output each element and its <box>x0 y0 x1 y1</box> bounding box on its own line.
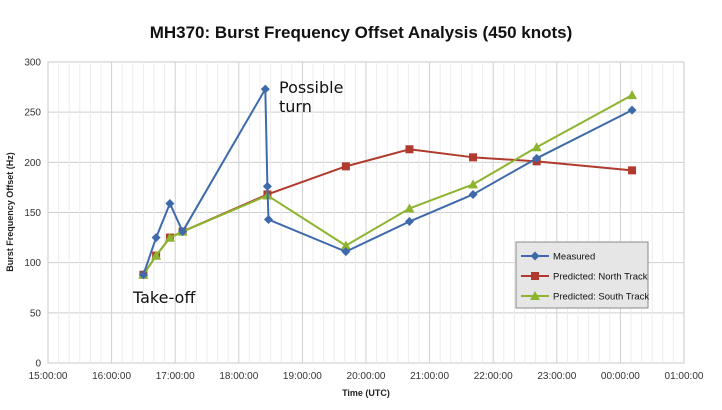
data-point <box>405 145 414 154</box>
series-measured <box>138 84 637 280</box>
data-point <box>404 217 414 227</box>
y-tick-label: 0 <box>35 359 41 370</box>
data-point <box>468 189 478 199</box>
data-point <box>341 162 350 171</box>
data-point <box>340 240 351 250</box>
x-tick-label: 15:00:00 <box>29 371 68 382</box>
x-tick-label: 21:00:00 <box>410 371 449 382</box>
y-tick-label: 250 <box>24 108 41 119</box>
data-point <box>628 166 637 175</box>
data-point <box>151 233 161 243</box>
legend: Measured Predicted: North Track Predicted:… <box>515 241 649 309</box>
x-tick-label: 20:00:00 <box>347 371 386 382</box>
data-point <box>138 270 148 280</box>
data-point <box>151 250 162 260</box>
annotation-take-off: Take-off <box>132 288 196 307</box>
data-point <box>263 215 273 225</box>
data-point <box>341 247 351 257</box>
x-tick-label: 16:00:00 <box>92 371 131 382</box>
x-tick-label: 18:00:00 <box>219 371 258 382</box>
y-tick-label: 100 <box>24 258 41 269</box>
data-point <box>531 142 542 152</box>
legend-marker <box>531 272 539 280</box>
x-axis-ticks: 15:00:00 16:00:00 17:00:00 18:00:00 19:00:00… <box>29 371 704 382</box>
y-tick-label: 200 <box>24 158 41 169</box>
x-tick-label: 01:00:00 <box>665 371 704 382</box>
x-tick-label: 23:00:00 <box>537 371 576 382</box>
y-axis-label: Burst Frequency Offset (Hz) <box>5 152 15 272</box>
grid <box>48 62 684 363</box>
data-point <box>404 203 415 213</box>
legend-marker <box>530 251 540 261</box>
annotation-possible-turn-line-1: Possible <box>279 78 343 97</box>
y-axis-ticks: 0 50 100 150 200 250 300 <box>24 58 41 370</box>
data-point <box>178 227 188 237</box>
legend-item: Measured <box>521 251 595 263</box>
series-line <box>142 94 633 276</box>
data-point <box>627 105 637 115</box>
x-tick-label: 17:00:00 <box>156 371 195 382</box>
legend-marker <box>530 291 540 300</box>
data-point <box>532 153 542 163</box>
series-line <box>142 88 633 276</box>
data-point <box>468 179 479 189</box>
x-tick-label: 19:00:00 <box>283 371 322 382</box>
x-tick-label: 00:00:00 <box>601 371 640 382</box>
x-axis-label: Time (UTC) <box>342 388 390 398</box>
legend-label: Measured <box>553 252 595 263</box>
y-tick-label: 50 <box>30 308 42 319</box>
legend-label: Predicted: South Track <box>553 292 649 303</box>
data-point <box>469 153 478 162</box>
y-tick-label: 300 <box>24 58 41 69</box>
legend-item: Predicted: South Track <box>521 291 649 303</box>
x-tick-label: 22:00:00 <box>474 371 513 382</box>
y-tick-label: 150 <box>24 208 41 219</box>
data-point <box>165 198 175 208</box>
legend-item: Predicted: North Track <box>521 272 648 283</box>
chart-title: MH370: Burst Frequency Offset Analysis (… <box>150 23 573 42</box>
annotation-possible-turn-line-2: turn <box>279 97 312 116</box>
data-point <box>627 90 638 100</box>
data-point <box>262 181 272 191</box>
data-point <box>260 84 270 94</box>
series-layer <box>138 84 638 280</box>
data-point <box>164 232 175 242</box>
legend-label: Predicted: North Track <box>553 272 648 283</box>
